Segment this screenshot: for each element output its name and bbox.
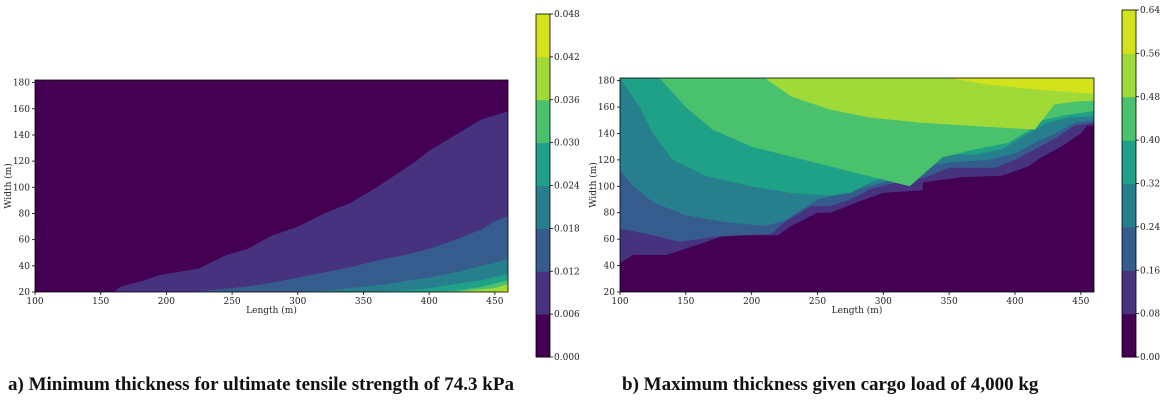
colorbar-segment bbox=[536, 271, 550, 315]
x-tick-label: 450 bbox=[486, 297, 503, 307]
colorbar-segment bbox=[1122, 270, 1136, 315]
colorbar-tick-label: 0.018 bbox=[554, 224, 580, 234]
colorbar-tick-label: 0.40 bbox=[1140, 136, 1160, 146]
colorbar-segment bbox=[1122, 96, 1136, 141]
colorbar-segment bbox=[1122, 140, 1136, 184]
colorbar-tick-label: 0.08 bbox=[1140, 310, 1160, 320]
colorbar-segment bbox=[536, 56, 550, 101]
colorbar-tick-label: 0.036 bbox=[554, 96, 580, 106]
y-axis-label: Width (m) bbox=[3, 163, 14, 209]
y-tick-label: 100 bbox=[598, 182, 615, 192]
colorbar-segment bbox=[1122, 313, 1136, 358]
colorbar-tick-label: 0.042 bbox=[554, 53, 580, 63]
plot-frame bbox=[619, 77, 1095, 293]
x-tick-label: 100 bbox=[611, 297, 628, 307]
x-tick-label: 250 bbox=[223, 297, 240, 307]
colorbar-tick-label: 0.24 bbox=[1140, 223, 1160, 233]
x-axis-label: Length (m) bbox=[832, 305, 883, 316]
contour-chart-b: 100 150 200 250 300 350 400 450 20 40 60 80 100 120 14… bbox=[588, 6, 1160, 363]
colorbar-tick-label: 0.64 bbox=[1140, 6, 1160, 16]
colorbar-segment bbox=[536, 314, 550, 358]
x-tick-label: 450 bbox=[1072, 297, 1089, 307]
colorbar-tick-label: 0.030 bbox=[554, 139, 580, 149]
y-tick-label: 120 bbox=[598, 156, 615, 166]
y-tick-label: 60 bbox=[19, 236, 31, 246]
x-tick-label: 400 bbox=[421, 297, 438, 307]
x-tick-label: 350 bbox=[941, 297, 958, 307]
colorbar-segment bbox=[1122, 10, 1136, 54]
y-tick-label: 160 bbox=[598, 103, 615, 113]
y-tick-label: 160 bbox=[13, 105, 30, 115]
x-tick-label: 350 bbox=[355, 297, 372, 307]
colorbar-segment bbox=[536, 228, 550, 272]
contour-band-6 bbox=[455, 284, 508, 292]
contour-bands bbox=[35, 80, 508, 292]
colorbar-tick-label: 0.006 bbox=[554, 310, 580, 320]
x-tick-label: 200 bbox=[743, 297, 760, 307]
contour-band-7 bbox=[620, 78, 1094, 94]
colorbar-segment bbox=[1122, 183, 1136, 228]
colorbar-tick-label: 0.32 bbox=[1140, 180, 1160, 190]
contour-band-3 bbox=[297, 259, 508, 292]
colorbar-segment bbox=[1122, 53, 1136, 98]
colorbar: 0.00 0.08 0.16 0.24 0.32 0.40 0.48 0.56 0.64 bbox=[1121, 6, 1160, 363]
y-tick-label: 60 bbox=[604, 235, 616, 245]
x-tick-label: 400 bbox=[1006, 297, 1023, 307]
colorbar-tick-label: 0.48 bbox=[1140, 93, 1160, 103]
plot-frame bbox=[34, 79, 509, 293]
colorbar-segment bbox=[536, 14, 550, 58]
contour-bands bbox=[620, 78, 1094, 292]
colorbar-segment bbox=[536, 185, 550, 229]
x-tick-label: 300 bbox=[875, 297, 892, 307]
y-tick-label: 140 bbox=[13, 131, 30, 141]
x-tick-label: 200 bbox=[158, 297, 175, 307]
contour-chart-a: 100 150 200 250 300 350 400 450 20 40 60 80 100 120 14… bbox=[3, 10, 580, 363]
y-axis-label: Width (m) bbox=[588, 162, 599, 208]
y-tick-label: 140 bbox=[598, 129, 615, 139]
colorbar-tick-label: 0.00 bbox=[1140, 353, 1160, 363]
y-tick-label: 80 bbox=[19, 209, 31, 219]
x-tick-label: 100 bbox=[26, 297, 43, 307]
y-tick-label: 180 bbox=[598, 77, 615, 87]
x-axis-label: Length (m) bbox=[246, 305, 297, 316]
contour-band-2 bbox=[192, 216, 508, 292]
x-tick-label: 250 bbox=[809, 297, 826, 307]
caption-b: b) Maximum thickness given cargo load of… bbox=[622, 374, 1039, 395]
y-tick-label: 100 bbox=[13, 183, 30, 193]
x-tick-label: 150 bbox=[677, 297, 694, 307]
colorbar-tick-label: 0.048 bbox=[554, 10, 580, 20]
colorbar-tick-label: 0.000 bbox=[554, 353, 580, 363]
colorbar-segment bbox=[1122, 226, 1136, 271]
x-tick-label: 150 bbox=[92, 297, 109, 307]
x-tick-label: 300 bbox=[289, 297, 306, 307]
colorbar-segment bbox=[536, 99, 550, 144]
colorbar-tick-label: 0.16 bbox=[1140, 266, 1160, 276]
colorbar-tick-label: 0.024 bbox=[554, 182, 580, 192]
caption-a: a) Minimum thickness for ultimate tensil… bbox=[8, 374, 514, 395]
y-tick-label: 20 bbox=[604, 288, 616, 298]
colorbar-tick-label: 0.012 bbox=[554, 267, 580, 277]
contour-band-1 bbox=[113, 111, 508, 292]
y-tick-label: 120 bbox=[13, 157, 30, 167]
colorbar-tick-label: 0.56 bbox=[1140, 49, 1160, 59]
contour-band-6 bbox=[620, 78, 1094, 130]
y-tick-label: 40 bbox=[604, 262, 616, 272]
y-tick-label: 80 bbox=[604, 209, 616, 219]
y-tick-label: 180 bbox=[13, 79, 30, 89]
y-tick-label: 20 bbox=[19, 288, 31, 298]
contour-band-4 bbox=[376, 273, 508, 292]
contour-band-7 bbox=[488, 289, 508, 292]
y-tick-label: 40 bbox=[19, 262, 31, 272]
colorbar-segment bbox=[536, 142, 550, 186]
colorbar: 0.000 0.006 0.012 0.018 0.024 0.030 0.036 0.042… bbox=[535, 10, 580, 363]
